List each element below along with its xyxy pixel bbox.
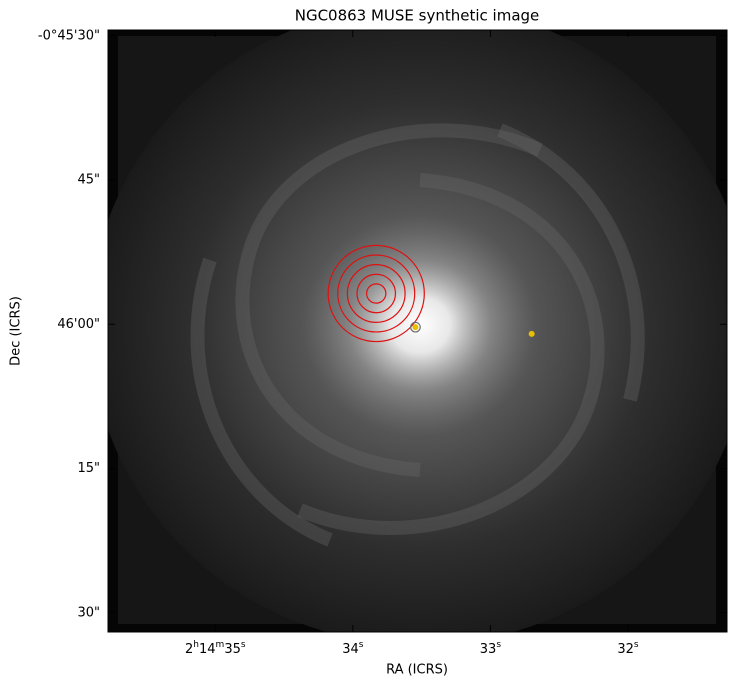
x-tick-label: 33s	[480, 640, 502, 657]
chart-title: NGC0863 MUSE synthetic image	[295, 7, 540, 25]
plot-frame	[107, 29, 728, 633]
y-tick-label: 30"	[77, 605, 100, 620]
x-axis-label: RA (ICRS)	[386, 663, 448, 678]
region-circle	[346, 264, 406, 323]
region-circle	[410, 321, 421, 333]
region-circle	[366, 283, 387, 304]
y-tick-label: -0°45'30"	[38, 28, 100, 43]
y-tick-label: 46'00"	[57, 317, 100, 332]
region-circle	[337, 254, 416, 333]
y-axis-label: Dec (ICRS)	[9, 296, 24, 366]
region-circle	[327, 244, 425, 343]
region-circle	[356, 273, 397, 314]
y-tick-label: 15"	[77, 461, 100, 476]
point-marker	[528, 330, 535, 337]
point-marker	[412, 324, 419, 331]
y-tick-label: 45"	[77, 173, 100, 188]
x-tick-label: 32s	[617, 640, 639, 657]
x-tick-label: 2h14m35s	[185, 640, 246, 657]
x-tick-label: 34s	[342, 640, 364, 657]
